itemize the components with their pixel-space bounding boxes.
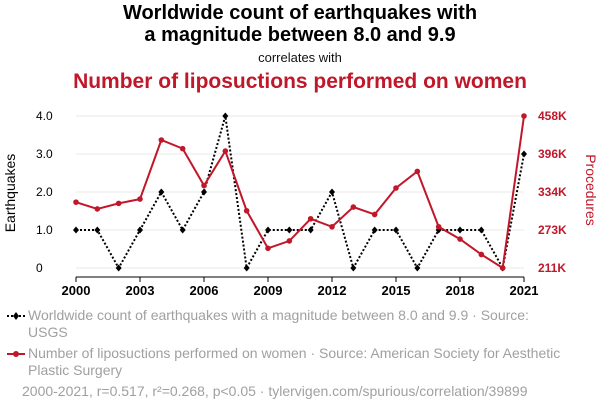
right-y-tick-label: 458K	[538, 109, 567, 123]
liposuctions-point	[521, 113, 527, 119]
earthquakes-point	[521, 151, 527, 158]
liposuctions-point	[95, 206, 101, 212]
liposuctions-point	[201, 183, 207, 189]
legend-liposuctions-text: Number of liposuctions performed on wome…	[28, 345, 568, 379]
liposuctions-point	[308, 216, 314, 222]
liposuctions-point	[393, 185, 399, 191]
liposuctions-point	[137, 196, 143, 202]
liposuctions-point	[180, 146, 186, 152]
earthquakes-point	[244, 265, 250, 272]
left-y-tick-label: 3.0	[36, 147, 53, 161]
left-y-tick-label: 0	[36, 261, 43, 275]
x-tick-label: 2021	[510, 283, 539, 298]
right-y-tick-label: 334K	[538, 185, 567, 199]
liposuctions-point	[287, 238, 293, 244]
left-y-tick-label: 1.0	[36, 223, 53, 237]
liposuctions-point	[265, 246, 271, 252]
x-tick-label: 2018	[446, 283, 475, 298]
right-y-tick-label: 211K	[538, 261, 566, 275]
x-tick-label: 2009	[254, 283, 283, 298]
liposuctions-point	[500, 265, 506, 271]
liposuctions-point	[73, 199, 79, 205]
right-y-tick-label: 273K	[538, 223, 567, 237]
liposuctions-point	[457, 236, 463, 242]
left-y-tick-label: 2.0	[36, 185, 53, 199]
x-axis: 2000 2003 2006 2009 2012 2015 2018 2021	[62, 277, 539, 298]
legend-earthquakes-symbol	[6, 311, 26, 321]
earthquakes-point	[457, 227, 463, 234]
left-y-tick-label: 4.0	[36, 109, 53, 123]
chart-footer: 2000-2021, r=0.517, r²=0.268, p<0.05 · t…	[22, 383, 527, 399]
right-y-axis-label: Procedures	[583, 154, 599, 226]
liposuctions-point	[223, 148, 229, 154]
liposuctions-point	[329, 224, 335, 230]
right-y-tick-label: 396K	[538, 147, 567, 161]
earthquakes-point	[350, 265, 356, 272]
earthquakes-point	[286, 227, 292, 234]
liposuctions-point	[159, 137, 165, 143]
left-y-axis: 0 1.0 2.0 3.0 4.0	[36, 109, 53, 275]
legend-liposuctions-symbol	[6, 349, 26, 359]
liposuctions-point	[479, 252, 485, 258]
liposuctions-point	[372, 212, 378, 218]
x-tick-label: 2012	[318, 283, 347, 298]
left-y-axis-label: Earthquakes	[2, 154, 18, 233]
x-tick-label: 2003	[126, 283, 155, 298]
earthquakes-point	[329, 189, 335, 196]
earthquakes-point	[73, 227, 79, 234]
earthquakes-point	[478, 227, 484, 234]
legend-earthquakes-text: Worldwide count of earthquakes with a ma…	[28, 307, 568, 341]
x-tick-label: 2006	[190, 283, 219, 298]
liposuctions-point	[351, 204, 357, 210]
liposuctions-point	[116, 201, 122, 207]
x-tick-label: 2015	[382, 283, 411, 298]
liposuctions-point	[244, 208, 250, 214]
liposuctions-point	[415, 169, 421, 175]
liposuctions-point	[436, 224, 442, 230]
x-tick-label: 2000	[62, 283, 91, 298]
earthquakes-point	[222, 113, 228, 120]
right-y-axis: 211K 273K 334K 396K 458K	[538, 109, 567, 275]
